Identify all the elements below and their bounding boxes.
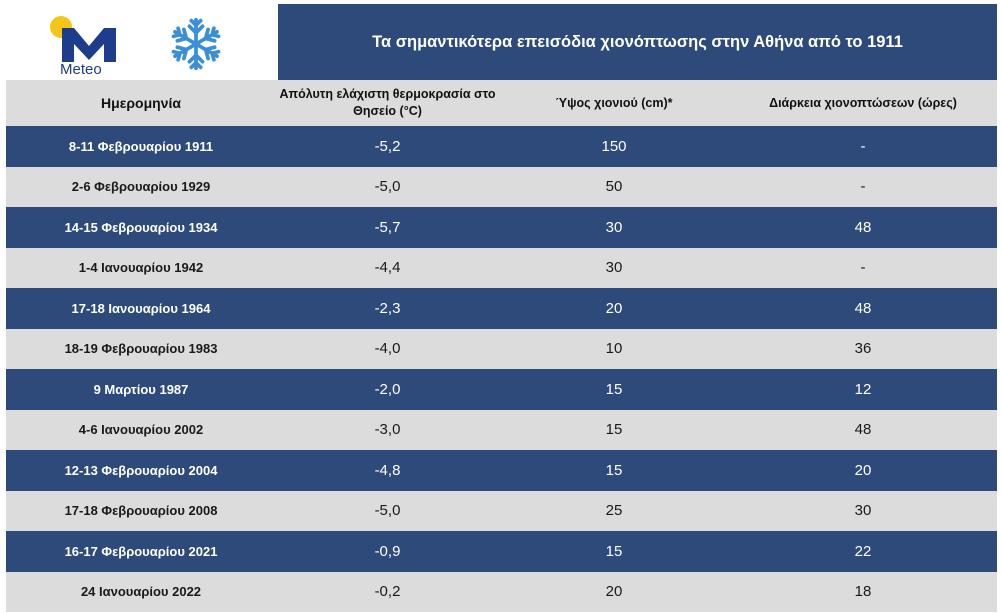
cell-min-temp: -5,0 [374,178,401,196]
table-row: 12-13 Φεβρουαρίου 2004 -4,8 15 20 [6,450,997,491]
cell-min-temp: -4,0 [374,340,401,358]
cell-duration: 48 [854,299,872,317]
meteo-m-logo-icon [62,28,116,62]
cell-min-temp: -5,2 [374,137,401,155]
cell-duration: 36 [854,340,872,358]
cell-duration: - [860,178,866,196]
cell-date: 8-11 Φεβρουαρίου 1911 [68,138,214,154]
cell-duration: 22 [854,542,872,560]
cell-duration: - [860,137,866,155]
cell-min-temp: -0,2 [374,583,401,601]
table-row: 1-4 Ιανουαρίου 1942 -4,4 30 - [6,247,997,288]
cell-min-temp: -2,3 [374,299,401,317]
cell-snow-depth: 15 [605,461,623,479]
cell-snow-depth: 15 [605,542,623,560]
header: Meteo Τα σ [0,0,1002,80]
cell-min-temp: -4,8 [374,461,401,479]
cell-snow-depth: 15 [605,421,623,439]
cell-duration: - [860,259,866,277]
cell-date: 16-17 Φεβρουαρίου 2021 [64,543,218,559]
cell-snow-depth: 30 [605,218,623,236]
snowfall-table: Ημερομηνία Απόλυτη ελάχιστη θερμοκρασία … [6,80,997,612]
page-title: Τα σημαντικότερα επεισόδια χιονόπτωσης σ… [372,32,903,51]
cell-snow-depth: 15 [605,380,623,398]
cell-min-temp: -3,0 [374,421,401,439]
header-date: Ημερομηνία [101,94,181,111]
table-row: 2-6 Φεβρουαρίου 1929 -5,0 50 - [6,166,997,207]
cell-date: 18-19 Φεβρουαρίου 1983 [64,341,218,357]
cell-date: 17-18 Φεβρουαρίου 2008 [64,503,218,519]
table-row: 18-19 Φεβρουαρίου 1983 -4,0 10 36 [6,328,997,369]
cell-snow-depth: 20 [605,299,623,317]
cell-duration: 48 [854,218,872,236]
table-row: 17-18 Φεβρουαρίου 2008 -5,0 25 30 [6,490,997,531]
header-duration: Διάρκεια χιονοπτώσεων (ώρες) [769,95,957,110]
cell-min-temp: -5,7 [374,218,401,236]
title-banner: Τα σημαντικότερα επεισόδια χιονόπτωσης σ… [278,4,997,80]
cell-duration: 20 [854,461,872,479]
cell-date: 17-18 Ιανουαρίου 1964 [71,300,211,316]
table-row: 8-11 Φεβρουαρίου 1911 -5,2 150 - [6,126,997,167]
table-row: 24 Ιανουαρίου 2022 -0,2 20 18 [6,571,997,612]
brand-name: Meteo [60,61,102,78]
cell-snow-depth: 10 [605,340,623,358]
table-row: 16-17 Φεβρουαρίου 2021 -0,9 15 22 [6,531,997,572]
header-snow-depth: Ύψος χιονιού (cm)* [555,95,673,110]
cell-snow-depth: 25 [605,502,623,520]
cell-min-temp: -2,0 [374,380,401,398]
table-row: 4-6 Ιανουαρίου 2002 -3,0 15 48 [6,409,997,450]
cell-date: 14-15 Φεβρουαρίου 1934 [64,219,218,235]
cell-date: 2-6 Φεβρουαρίου 1929 [71,179,211,195]
cell-duration: 30 [854,502,872,520]
cell-date: 24 Ιανουαρίου 2022 [80,584,202,600]
cell-snow-depth: 150 [601,137,627,155]
table-row: 9 Μαρτίου 1987 -2,0 15 12 [6,369,997,410]
cell-date: 9 Μαρτίου 1987 [93,381,189,397]
table-row: 17-18 Ιανουαρίου 1964 -2,3 20 48 [6,288,997,329]
cell-snow-depth: 20 [605,583,623,601]
cell-duration: 18 [854,583,872,601]
cell-snow-depth: 30 [605,259,623,277]
cell-duration: 12 [854,380,872,398]
logo-area: Meteo [6,4,278,80]
cell-date: 1-4 Ιανουαρίου 1942 [78,260,204,276]
cell-date: 12-13 Φεβρουαρίου 2004 [64,462,218,478]
cell-duration: 48 [854,421,872,439]
cell-min-temp: -0,9 [374,542,401,560]
header-min-temp: Απόλυτη ελάχιστη θερμοκρασία στο Θησείο … [279,87,496,118]
snowflake-icon [169,17,223,71]
cell-min-temp: -4,4 [374,259,401,277]
cell-snow-depth: 50 [605,178,623,196]
table-row: 14-15 Φεβρουαρίου 1934 -5,7 30 48 [6,207,997,248]
table-header-row: Ημερομηνία Απόλυτη ελάχιστη θερμοκρασία … [6,80,997,126]
cell-date: 4-6 Ιανουαρίου 2002 [78,422,204,438]
cell-min-temp: -5,0 [374,502,401,520]
